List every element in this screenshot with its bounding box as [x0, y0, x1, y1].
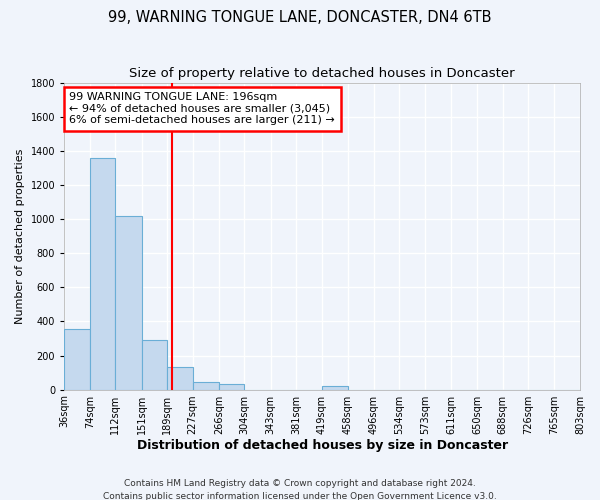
- Bar: [167, 368, 193, 390]
- Title: Size of property relative to detached houses in Doncaster: Size of property relative to detached ho…: [129, 68, 515, 80]
- Bar: [142, 340, 167, 390]
- Y-axis label: Number of detached properties: Number of detached properties: [15, 148, 25, 324]
- Text: Contains HM Land Registry data © Crown copyright and database right 2024.
Contai: Contains HM Land Registry data © Crown c…: [103, 480, 497, 500]
- Text: 99, WARNING TONGUE LANE, DONCASTER, DN4 6TB: 99, WARNING TONGUE LANE, DONCASTER, DN4 …: [108, 10, 492, 25]
- Bar: [64, 329, 90, 390]
- Bar: [322, 386, 348, 390]
- X-axis label: Distribution of detached houses by size in Doncaster: Distribution of detached houses by size …: [137, 440, 508, 452]
- Bar: [193, 382, 219, 390]
- Bar: [219, 384, 244, 390]
- Bar: [115, 216, 142, 390]
- Text: 99 WARNING TONGUE LANE: 196sqm
← 94% of detached houses are smaller (3,045)
6% o: 99 WARNING TONGUE LANE: 196sqm ← 94% of …: [70, 92, 335, 126]
- Bar: [90, 158, 115, 390]
